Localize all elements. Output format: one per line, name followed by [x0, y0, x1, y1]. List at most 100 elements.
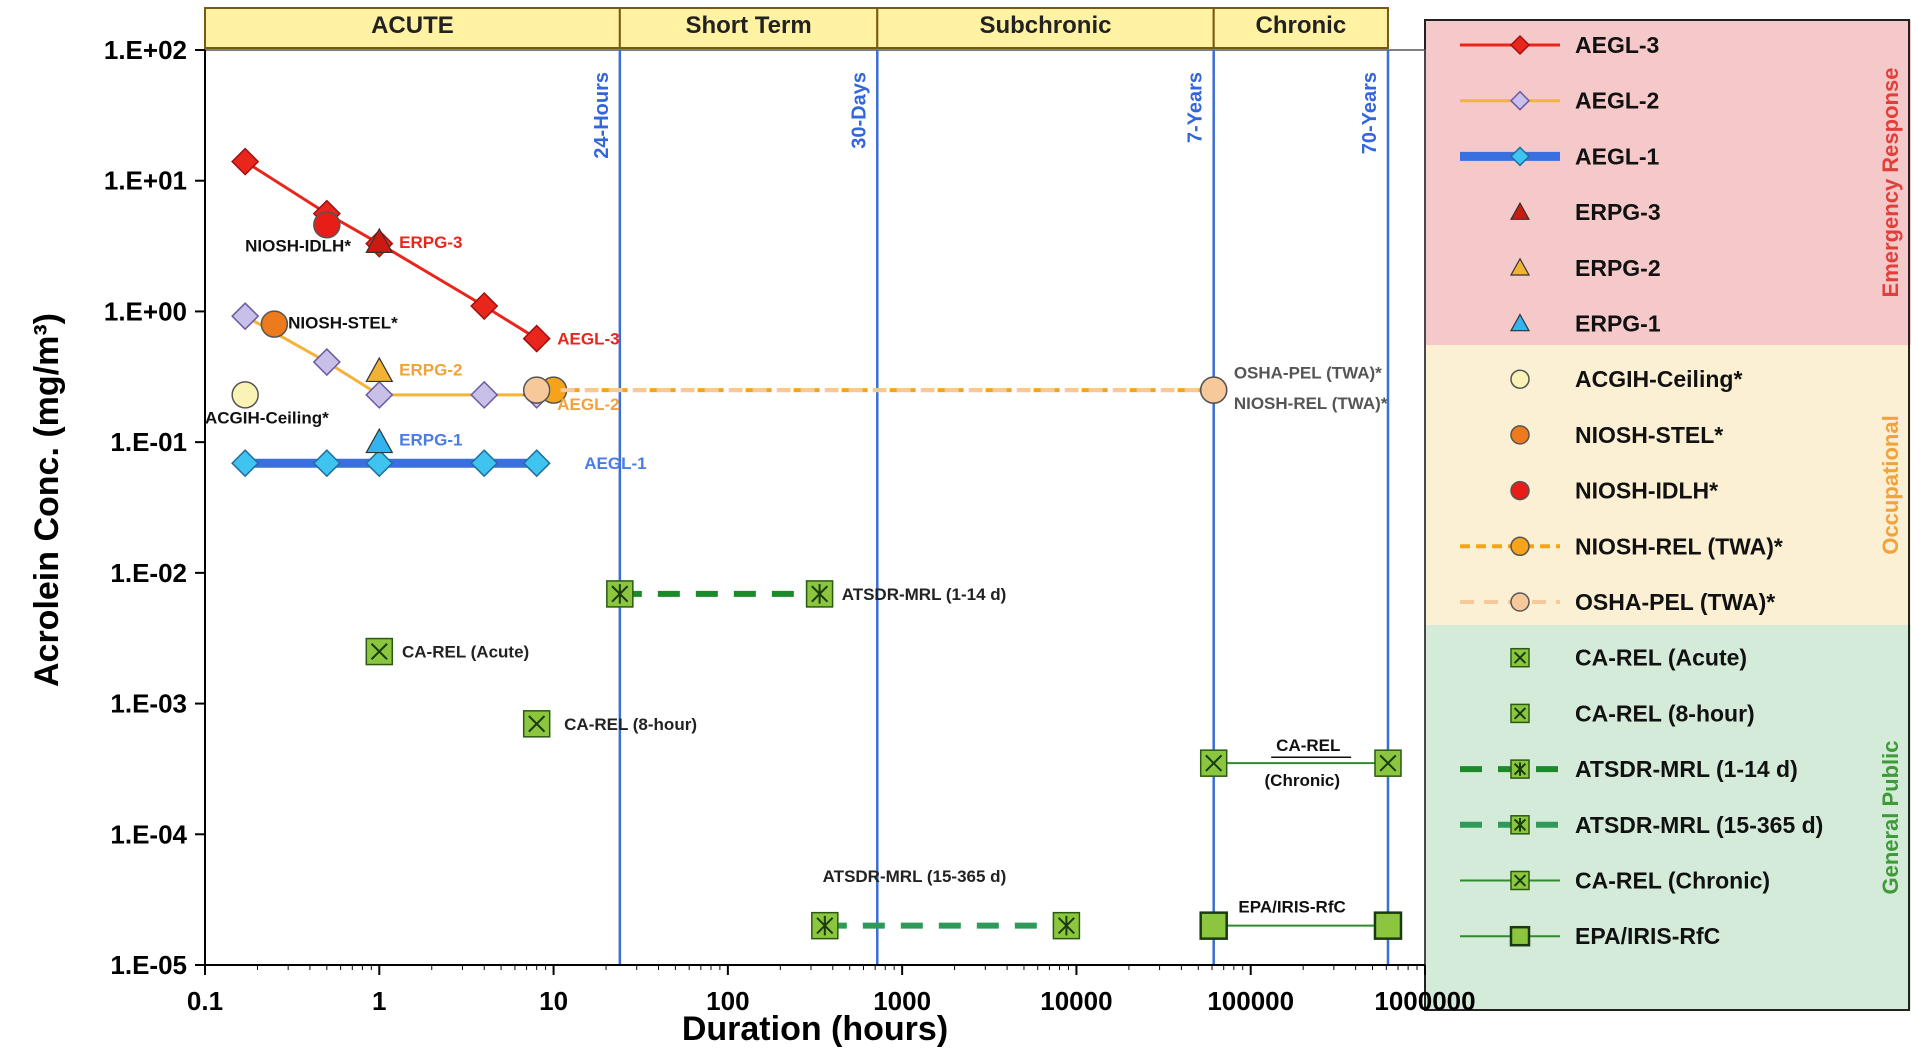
- series-8: [313, 211, 341, 239]
- legend-label-12: CA-REL (8-hour): [1575, 700, 1755, 726]
- legend-group-2: [1425, 625, 1911, 1010]
- annotation-7: ACGIH-Ceiling*: [205, 408, 329, 427]
- data-series: [231, 147, 1403, 940]
- series-14-point-1-star: [1057, 915, 1075, 936]
- phase-band-label-0: ACUTE: [371, 12, 454, 39]
- series-15-point-0-cross: [1205, 754, 1223, 772]
- series-2-point-2: [365, 449, 394, 478]
- series-2: [231, 449, 551, 478]
- legend-group-label-0: Emergency Response: [1878, 68, 1903, 298]
- legend-swatch-marker-2: [1509, 146, 1531, 167]
- annotation-9: ERPG-1: [399, 430, 462, 449]
- legend-swatch-marker-7: [1510, 425, 1530, 445]
- annotation-13: CA-REL (8-hour): [564, 715, 697, 734]
- legend-background: Emergency Response Occupational General Pu…: [1424, 19, 1911, 1011]
- y-tick-label: 1.E+02: [104, 35, 187, 65]
- legend-label-3: ERPG-3: [1575, 199, 1661, 225]
- x-tick-label: 10000: [1040, 986, 1112, 1016]
- legend-label-15: CA-REL (Chronic): [1575, 868, 1770, 894]
- annotation-0: NIOSH-IDLH*: [245, 236, 351, 255]
- series-5-point-0: [365, 427, 394, 454]
- series-11-point-0: [365, 637, 394, 666]
- series-7-point-0: [260, 310, 289, 338]
- legend-label-8: NIOSH-IDLH*: [1575, 478, 1718, 504]
- series-0-point-0: [231, 147, 260, 176]
- legend-group-0: [1425, 20, 1911, 345]
- x-axis-title: Duration (hours): [682, 1010, 948, 1048]
- annotation-1: ERPG-3: [399, 233, 462, 252]
- legend-label-13: ATSDR-MRL (1-14 d): [1575, 756, 1798, 782]
- phase-band-label-3: Chronic: [1256, 12, 1347, 39]
- phase-bands: ACUTE Short Term Subchronic Chronic: [204, 7, 1389, 49]
- series-16-point-0: [1199, 911, 1228, 940]
- y-tick-label: 1.E-02: [110, 558, 187, 588]
- vertical-reference-lines: 24-Hours 30-Days 7-Years 70-Years: [591, 50, 1390, 965]
- legend-label-0: AEGL-3: [1575, 32, 1659, 58]
- series-6: [231, 381, 259, 409]
- legend-swatch-marker-16: [1509, 925, 1531, 947]
- legend-group-label-1: Occupational: [1878, 415, 1903, 554]
- legend-swatch-marker-12-cross: [1513, 707, 1527, 720]
- phase-band-1: [618, 7, 879, 49]
- vertical-line-label-1: 30-Days: [848, 72, 870, 149]
- series-0-point-4: [522, 324, 551, 353]
- annotation-4: ERPG-2: [399, 360, 462, 379]
- legend-label-2: AEGL-1: [1575, 143, 1660, 169]
- phase-band-3: [1212, 7, 1389, 49]
- annotation-12: CA-REL (Acute): [402, 643, 529, 662]
- y-tick-label: 1.E-01: [110, 427, 187, 457]
- vertical-line-label-2: 7-Years: [1185, 72, 1207, 143]
- legend-swatch-marker-1: [1509, 90, 1531, 111]
- x-tick-label: 1: [372, 986, 386, 1016]
- legend-swatch-marker-5: [1509, 313, 1531, 332]
- series-6-point-0: [231, 381, 259, 409]
- annotation-15: (Chronic): [1265, 771, 1341, 790]
- series-10-point-1: [1199, 376, 1228, 404]
- phase-band-2: [876, 7, 1215, 49]
- annotation-17: EPA/IRIS-RfC: [1238, 898, 1345, 917]
- phase-band-0: [204, 7, 621, 49]
- legend-swatch-marker-15-cross: [1513, 874, 1527, 887]
- annotation-10: AEGL-1: [584, 454, 646, 473]
- series-14-point-0-star: [816, 915, 834, 936]
- annotation-8: AEGL-2: [557, 395, 619, 414]
- plot-border: [204, 49, 1426, 966]
- y-axis-title: Acrolein Conc. (mg/m³): [28, 313, 66, 687]
- series-13-point-1-star: [811, 584, 829, 604]
- annotations: NIOSH-IDLH* ERPG-3 NIOSH-STEL* AEGL-3 ERPG-2…: [205, 233, 1388, 917]
- legend-label-11: CA-REL (Acute): [1575, 645, 1747, 671]
- legend-label-9: NIOSH-REL (TWA)*: [1575, 533, 1783, 559]
- phase-band-label-1: Short Term: [685, 12, 811, 39]
- x-tick-label: 10: [539, 986, 568, 1016]
- annotation-16: ATSDR-MRL (15-365 d): [823, 867, 1007, 886]
- axes: 1.E-05 1.E-04 1.E-03 1.E-02 1.E-01 1.E+00 1.E+…: [104, 35, 1476, 1016]
- x-tick-label: 100: [706, 986, 749, 1016]
- legend-label-14: ATSDR-MRL (15-365 d): [1575, 812, 1823, 838]
- series-10: [522, 376, 1228, 404]
- series-11-point-0-cross: [370, 643, 388, 661]
- legend-swatch-marker-3: [1509, 201, 1531, 220]
- series-1-point-1: [312, 347, 341, 377]
- series-3-point-0: [365, 227, 394, 253]
- series-12: [522, 710, 551, 738]
- annotation-3: AEGL-3: [557, 330, 619, 349]
- legend-swatch-marker-6: [1510, 369, 1530, 389]
- vertical-line-label-0: 24-Hours: [591, 72, 613, 159]
- series-4: [365, 356, 394, 383]
- annotation-5: OSHA-PEL (TWA)*: [1234, 364, 1382, 383]
- legend-swatch-marker-14-star: [1513, 818, 1527, 832]
- x-tick-label: 0.1: [187, 986, 223, 1016]
- legend-swatch-marker-0: [1509, 34, 1531, 56]
- legend-group-label-2: General Public: [1878, 740, 1903, 894]
- legend-label-6: ACGIH-Ceiling*: [1575, 366, 1742, 392]
- series-12-point-0-cross: [528, 715, 546, 733]
- series-5: [365, 427, 394, 454]
- legend-label-5: ERPG-1: [1575, 311, 1661, 337]
- x-tick-label: 100000: [1207, 986, 1294, 1016]
- annotation-6: NIOSH-REL (TWA)*: [1234, 394, 1388, 413]
- y-tick-label: 1.E+00: [104, 296, 187, 326]
- y-tick-label: 1.E-05: [110, 950, 187, 980]
- phase-band-label-2: Subchronic: [979, 12, 1111, 39]
- series-2-point-4: [522, 449, 551, 478]
